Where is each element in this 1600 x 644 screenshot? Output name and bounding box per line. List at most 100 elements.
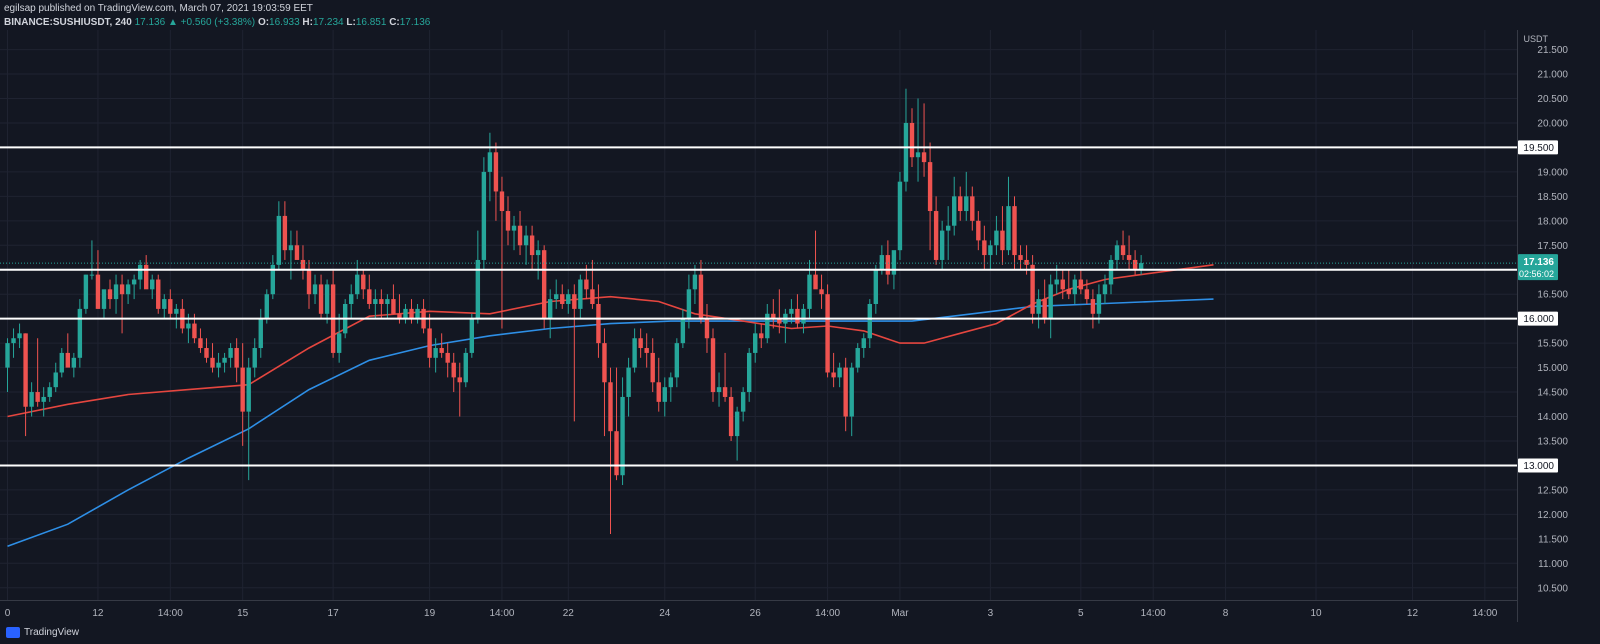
candle-body bbox=[1030, 264, 1035, 314]
y-tick-label: 12.000 bbox=[1537, 510, 1568, 521]
candle bbox=[535, 240, 541, 280]
candle-body bbox=[336, 333, 342, 353]
candle bbox=[602, 328, 607, 437]
x-tick-label: 15 bbox=[237, 608, 249, 619]
level-price-tag bbox=[1518, 458, 1558, 473]
candle-body bbox=[409, 308, 414, 319]
candle bbox=[373, 289, 378, 319]
candle bbox=[204, 338, 209, 363]
candle bbox=[849, 362, 854, 437]
candle-body bbox=[1060, 279, 1065, 290]
candle bbox=[216, 352, 221, 378]
candle-body bbox=[728, 396, 734, 437]
candle-body bbox=[807, 274, 812, 309]
candle bbox=[825, 284, 830, 378]
candle-body bbox=[650, 352, 655, 383]
candle-body bbox=[240, 367, 245, 412]
candle-body bbox=[65, 352, 70, 368]
candle bbox=[246, 357, 251, 481]
candle bbox=[240, 343, 245, 446]
candle bbox=[101, 289, 107, 319]
candle bbox=[855, 343, 860, 373]
tradingview-logo-icon bbox=[6, 627, 20, 638]
candle-body bbox=[789, 308, 794, 314]
x-tick-label: 17 bbox=[328, 608, 340, 619]
candle bbox=[511, 215, 517, 251]
candle-body bbox=[867, 303, 872, 339]
y-tick-label: 10.500 bbox=[1537, 583, 1568, 594]
candle bbox=[270, 255, 276, 300]
x-tick-label: 12 bbox=[1407, 608, 1419, 619]
x-tick-label: 14:00 bbox=[1472, 608, 1497, 619]
candle bbox=[608, 367, 613, 534]
candle-body bbox=[5, 343, 10, 368]
candle bbox=[837, 362, 842, 388]
y-tick-label: 20.500 bbox=[1537, 94, 1568, 105]
candle-body bbox=[722, 387, 728, 397]
candle-body bbox=[415, 308, 420, 319]
candle-body bbox=[306, 269, 312, 295]
candle bbox=[988, 240, 993, 270]
candle bbox=[77, 299, 83, 368]
candle bbox=[1006, 176, 1011, 256]
y-tick-label: 12.500 bbox=[1537, 485, 1568, 496]
candle bbox=[481, 157, 487, 270]
candle-body bbox=[41, 396, 46, 402]
x-tick-label: 22 bbox=[563, 608, 575, 619]
candle-body bbox=[1006, 206, 1011, 251]
candle bbox=[590, 259, 595, 309]
y-tick-label: 15.500 bbox=[1537, 339, 1568, 350]
candle bbox=[759, 323, 764, 349]
publish-info: egilsap published on TradingView.com, Ma… bbox=[4, 3, 313, 14]
candle bbox=[523, 225, 529, 265]
candle-body bbox=[680, 318, 686, 344]
y-tick-label: 11.000 bbox=[1538, 559, 1568, 570]
candle-body bbox=[716, 387, 722, 393]
candle-body bbox=[554, 294, 559, 300]
candle bbox=[137, 259, 143, 290]
candle bbox=[572, 284, 577, 422]
candle bbox=[463, 348, 468, 388]
ohlc-legend: BINANCE:SUSHIUSDT, 240 17.136 ▲ +0.560 (… bbox=[4, 17, 431, 28]
candle bbox=[415, 303, 420, 324]
last-price-value: 17.136 bbox=[134, 17, 166, 28]
candle bbox=[529, 225, 535, 270]
candle bbox=[716, 372, 722, 407]
x-tick-label: 14:00 bbox=[815, 608, 840, 619]
candle bbox=[113, 274, 119, 314]
candle bbox=[541, 245, 547, 329]
candle-body bbox=[131, 279, 137, 285]
candle bbox=[499, 176, 505, 329]
candle-body bbox=[475, 259, 481, 319]
candle-body bbox=[1024, 259, 1029, 265]
candle-body bbox=[168, 299, 173, 314]
candle bbox=[704, 303, 710, 353]
candle bbox=[493, 142, 499, 221]
candle-body bbox=[445, 352, 450, 363]
candle-body bbox=[95, 274, 101, 309]
level-price-label: 16.000 bbox=[1523, 314, 1554, 325]
candle-body bbox=[976, 220, 981, 241]
candle-body bbox=[548, 299, 553, 319]
candle-body bbox=[777, 318, 782, 324]
candle bbox=[994, 215, 999, 256]
candle-body bbox=[831, 372, 836, 378]
candle-body bbox=[101, 289, 107, 309]
candle-body bbox=[300, 259, 306, 270]
candle bbox=[355, 259, 360, 300]
candle-body bbox=[753, 333, 758, 353]
candle bbox=[210, 343, 215, 373]
candle bbox=[1096, 284, 1102, 324]
candle bbox=[1012, 196, 1017, 270]
candle-body bbox=[1078, 279, 1084, 290]
candle-body bbox=[825, 294, 830, 373]
y-tick-label: 21.000 bbox=[1537, 70, 1568, 81]
candle bbox=[361, 269, 366, 300]
candle bbox=[921, 103, 927, 177]
candle bbox=[174, 303, 179, 329]
candle-body bbox=[566, 294, 571, 304]
candle-body bbox=[162, 299, 167, 309]
candle bbox=[560, 284, 565, 309]
candle-body bbox=[47, 387, 52, 397]
